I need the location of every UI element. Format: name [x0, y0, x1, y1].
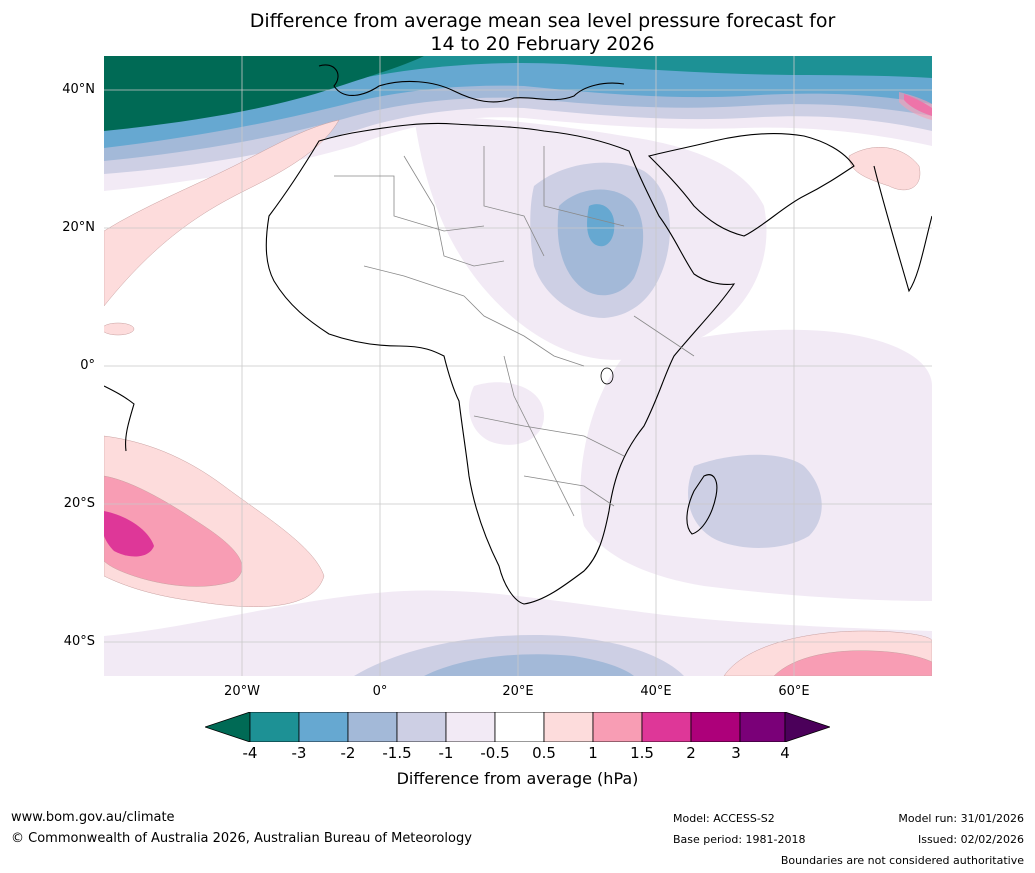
lon-label-0: 0°: [372, 684, 388, 699]
cbar-tick-8: 1.5: [630, 744, 654, 762]
graticule: [104, 56, 932, 676]
anomaly-satlantic-b9: [104, 511, 154, 557]
colorbar: [203, 711, 832, 743]
base-period-text: Base period: 1981-2018: [673, 833, 806, 846]
cbar-tick-11: 4: [780, 744, 790, 762]
europe-coast: [318, 64, 625, 103]
anomaly-south-b3: [424, 654, 634, 676]
title-line-2: 14 to 20 February 2026: [430, 33, 655, 55]
lon-label-20w: 20°W: [224, 684, 260, 699]
colorbar-label: Difference from average (hPa): [396, 769, 639, 788]
cbar-b9: [641, 711, 692, 743]
cbar-tick-7: 1: [588, 744, 598, 762]
coastline: [104, 64, 932, 605]
cbar-b10: [690, 711, 741, 743]
cbar-tick-1: -3: [291, 744, 307, 762]
cbar-tick-4: -1: [438, 744, 454, 762]
cbar-tick-5: -0.5: [480, 744, 510, 762]
anomaly-india-high: [848, 147, 921, 191]
lake-victoria: [600, 367, 614, 385]
cbar-tick-10: 3: [731, 744, 741, 762]
cbar-b8: [592, 711, 643, 743]
website-link[interactable]: www.bom.gov.au/climate: [11, 810, 175, 825]
cbar-above-max: [784, 711, 832, 743]
issued-text: Issued: 02/02/2026: [917, 833, 1024, 846]
cbar-b11: [739, 711, 786, 743]
cbar-b2: [298, 711, 349, 743]
cbar-b4: [396, 711, 447, 743]
model-run-text: Model run: 31/01/2026: [898, 812, 1024, 825]
lat-label-40n: 40°N: [62, 82, 95, 97]
anomaly-north-below-min: [104, 56, 424, 131]
cbar-b1: [249, 711, 300, 743]
cbar-tick-3: -1.5: [382, 744, 412, 762]
copyright-text: © Commonwealth of Australia 2026, Austra…: [11, 831, 472, 846]
title-line-1: Difference from average mean sea level p…: [249, 10, 836, 32]
cbar-tick-2: -2: [340, 744, 356, 762]
anomaly-sudan-b2: [587, 204, 615, 247]
south-america-coast: [104, 385, 135, 452]
africa-coast: [265, 122, 736, 605]
lat-label-20s: 20°S: [63, 496, 95, 511]
cbar-b3: [347, 711, 398, 743]
anomaly-central-b5: [469, 382, 544, 445]
madagascar-coast: [686, 474, 718, 535]
lon-label-20e: 20°E: [502, 684, 534, 699]
cbar-below-min: [203, 711, 251, 743]
cbar-tick-0: -4: [242, 744, 258, 762]
anomaly-indian-b4: [688, 454, 822, 548]
cbar-b6: [494, 711, 545, 743]
disclaimer-text: Boundaries are not considered authoritat…: [780, 854, 1024, 867]
anomaly-small-high-1: [104, 322, 135, 336]
anomaly-east-high-ring: [899, 92, 932, 120]
india-coast: [873, 165, 932, 293]
pressure-anomaly-map: [104, 56, 932, 676]
lat-label-20n: 20°N: [62, 220, 95, 235]
model-text: Model: ACCESS-S2: [673, 812, 775, 825]
anomaly-se-b8: [773, 650, 932, 676]
arabia-coast: [647, 133, 855, 237]
lat-label-40s: 40°S: [63, 634, 95, 649]
chart-title: Difference from average mean sea level p…: [0, 10, 1035, 56]
country-boundaries: [334, 146, 695, 517]
cbar-b5: [445, 711, 496, 743]
cbar-tick-9: 2: [686, 744, 696, 762]
lon-label-40e: 40°E: [640, 684, 672, 699]
cbar-b7: [543, 711, 594, 743]
anomaly-atlantic-high: [104, 119, 340, 307]
lon-label-60e: 60°E: [778, 684, 810, 699]
lat-label-0: 0°: [80, 358, 95, 373]
cbar-tick-6: 0.5: [532, 744, 556, 762]
